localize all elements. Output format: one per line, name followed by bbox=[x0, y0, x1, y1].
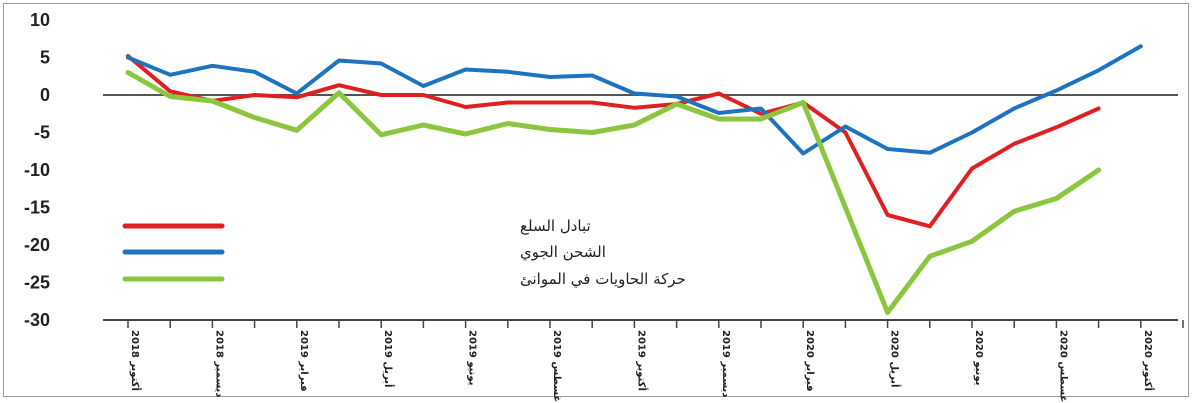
x-tick-label: أبريل 2019 bbox=[382, 330, 395, 387]
x-tick-label: يونيو 2019 bbox=[467, 330, 478, 386]
x-tick-label: فبراير 2019 bbox=[298, 330, 309, 392]
y-tick-label: -5 bbox=[34, 123, 50, 143]
y-tick-label: 10 bbox=[30, 10, 50, 30]
x-tick-label: أغسطس 2020 bbox=[1057, 330, 1070, 403]
legend-label-1: الشحن الجوي bbox=[520, 243, 606, 262]
x-tick-label: أكتوبر 2020 bbox=[1142, 330, 1155, 391]
x-tick-label: فبراير 2020 bbox=[804, 330, 815, 392]
y-tick-label: -25 bbox=[24, 273, 50, 293]
y-tick-label: -15 bbox=[24, 198, 50, 218]
legend-label-2: حركة الحاويات في الموانئ bbox=[520, 270, 686, 289]
x-axis-labels: أكتوبر 2018 ديسمبر 2018 فبراير 2019 أبريل 2… bbox=[129, 330, 1155, 403]
y-tick-label: -30 bbox=[24, 310, 50, 330]
x-tick-label: أكتوبر 2019 bbox=[635, 330, 648, 391]
x-tick-label: ديسمبر 2019 bbox=[720, 330, 731, 397]
legend: تبادل السلع الشحن الجوي حركة الحاويات في ا… bbox=[122, 217, 686, 289]
y-axis-labels: 10 5 0 -5 -10 -15 -20 -25 -30 bbox=[24, 10, 50, 330]
series-line-1 bbox=[126, 44, 1143, 156]
y-tick-label: -20 bbox=[24, 235, 50, 255]
legend-label-0: تبادل السلع bbox=[520, 217, 591, 235]
series-line-0 bbox=[126, 54, 1101, 229]
y-tick-label: 5 bbox=[40, 48, 50, 68]
chart-frame bbox=[3, 3, 1189, 397]
x-tick-label: ديسمبر 2018 bbox=[213, 330, 224, 397]
x-tick-label: يونيو 2020 bbox=[973, 330, 984, 386]
x-tick-label: أبريل 2020 bbox=[889, 330, 902, 387]
y-tick-label: -10 bbox=[24, 160, 50, 180]
x-tick-label: أغسطس 2019 bbox=[551, 330, 564, 403]
series-line-2 bbox=[125, 70, 1102, 315]
x-tick-label: أكتوبر 2018 bbox=[129, 330, 142, 391]
y-tick-label: 0 bbox=[40, 85, 50, 105]
series-lines bbox=[125, 44, 1143, 315]
